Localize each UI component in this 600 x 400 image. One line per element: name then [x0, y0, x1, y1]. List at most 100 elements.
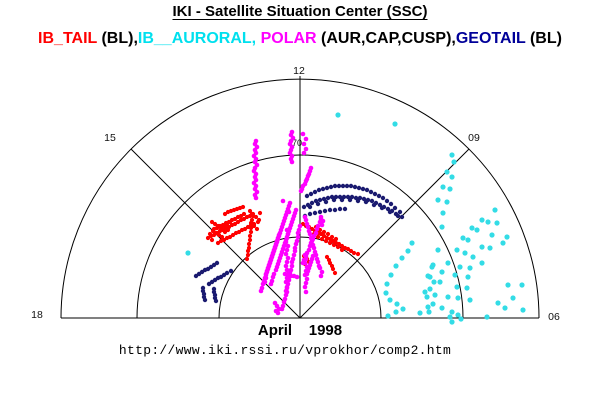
data-point	[332, 207, 338, 213]
data-point	[318, 231, 324, 237]
data-point	[430, 301, 436, 307]
data-point	[309, 200, 315, 206]
data-point	[325, 195, 331, 201]
data-point	[331, 242, 337, 248]
legend: IB_TAIL (BL),IB__AURORAL, POLAR (AUR,CAP…	[0, 30, 600, 48]
data-point	[371, 202, 377, 208]
data-point	[280, 198, 286, 204]
data-point	[392, 121, 398, 127]
data-point	[425, 304, 431, 310]
data-point	[248, 229, 254, 235]
data-point	[458, 316, 464, 322]
data-point	[247, 208, 253, 214]
data-point	[300, 131, 306, 137]
data-point	[467, 297, 473, 303]
data-point	[275, 310, 281, 316]
data-point	[244, 256, 250, 262]
data-point	[330, 266, 336, 272]
data-point	[228, 268, 234, 274]
data-point	[232, 221, 238, 227]
data-point	[504, 234, 510, 240]
data-point	[284, 235, 290, 241]
series-ib-auroral	[185, 112, 526, 325]
data-point	[393, 263, 399, 269]
legend-item: (BL)	[525, 30, 562, 47]
data-point	[248, 225, 254, 231]
data-point	[369, 198, 375, 204]
data-point	[399, 214, 405, 220]
data-point	[293, 241, 299, 247]
data-point	[235, 219, 241, 225]
data-point	[227, 219, 233, 225]
data-point	[222, 229, 228, 235]
data-point	[332, 183, 338, 189]
data-point	[467, 265, 473, 271]
data-point	[342, 206, 348, 212]
data-point	[307, 243, 313, 249]
data-point	[440, 184, 446, 190]
ring-label-70: 70	[292, 138, 302, 148]
data-point	[307, 231, 313, 237]
data-point	[479, 217, 485, 223]
data-point	[519, 282, 525, 288]
data-point	[384, 198, 390, 204]
data-point	[429, 264, 435, 270]
data-point	[281, 299, 287, 305]
data-point	[393, 309, 399, 315]
data-point	[246, 241, 252, 247]
data-point	[291, 252, 297, 258]
data-point	[449, 152, 455, 158]
legend-item: GEOTAIL	[455, 30, 526, 47]
data-point	[212, 221, 218, 227]
series-polar	[251, 129, 326, 316]
data-point	[273, 267, 279, 273]
data-point	[444, 199, 450, 205]
data-point	[380, 195, 386, 201]
data-point	[258, 288, 264, 294]
legend-item: IB_TAIL	[38, 30, 98, 47]
data-point	[372, 191, 378, 197]
data-point	[445, 294, 451, 300]
data-point	[315, 259, 321, 265]
data-point	[388, 272, 394, 278]
data-point	[292, 248, 298, 254]
data-point	[321, 229, 327, 235]
data-point	[263, 275, 269, 281]
data-point	[242, 226, 248, 232]
data-point	[284, 259, 290, 265]
data-point	[285, 243, 291, 249]
data-point	[351, 250, 357, 256]
data-point	[327, 207, 333, 213]
data-point	[256, 217, 262, 223]
data-point	[385, 313, 391, 319]
data-point	[337, 206, 343, 212]
data-point	[248, 220, 254, 226]
data-point	[449, 174, 455, 180]
data-point	[417, 310, 423, 316]
data-point	[205, 235, 211, 241]
data-point	[218, 225, 224, 231]
data-point	[400, 306, 406, 312]
data-point	[297, 223, 303, 229]
data-point	[317, 209, 323, 215]
data-point	[405, 248, 411, 254]
data-point	[283, 263, 289, 269]
data-point	[392, 205, 398, 211]
data-point	[451, 159, 457, 165]
data-point	[484, 314, 490, 320]
data-point	[454, 247, 460, 253]
data-point	[315, 201, 321, 207]
source-url: http://www.iki.rssi.ru/vprokhor/comp2.ht…	[118, 343, 452, 358]
data-point	[387, 209, 393, 215]
data-point	[339, 197, 345, 203]
data-point	[302, 284, 308, 290]
data-point	[302, 260, 308, 266]
legend-item: (AUR,CAP,CUSP),	[316, 30, 456, 47]
data-point	[445, 260, 451, 266]
page-title: IKI - Satellite Situation Center (SSC)	[172, 3, 428, 20]
data-point	[318, 273, 324, 279]
data-point	[250, 211, 256, 217]
data-point	[253, 195, 259, 201]
data-point	[492, 207, 498, 213]
data-point	[447, 186, 453, 192]
